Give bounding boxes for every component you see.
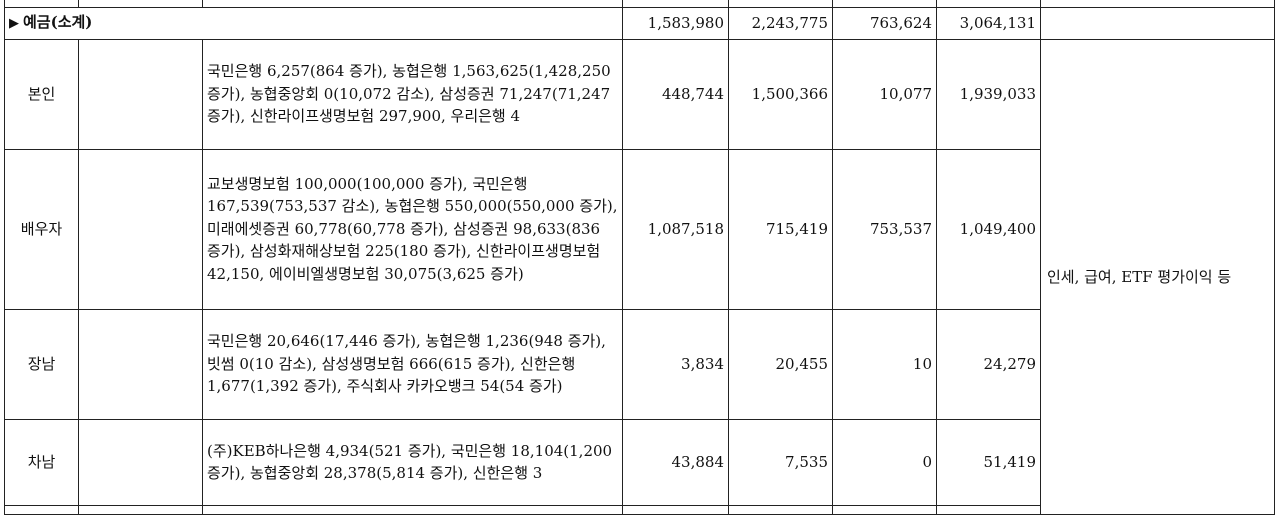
change-reason-cell: 인세, 급여, ETF 평가이익 등 (1040, 39, 1275, 515)
current-value-cell: 1,049,400 (936, 149, 1041, 310)
previous-value-cell: 3,834 (622, 309, 729, 420)
triangle-right-icon: ▶ (9, 16, 19, 32)
current-value-cell: 24,279 (936, 309, 1041, 420)
subtotal-current-value: 3,064,131 (936, 7, 1041, 40)
description-cell: 국민은행 20,646(17,446 증가), 농협은행 1,236(948 증… (202, 309, 623, 420)
description-cell: 국민은행 6,257(864 증가), 농협은행 1,563,625(1,428… (202, 39, 623, 150)
subtotal-label-cell: ▶ 예금(소계) (4, 7, 623, 40)
relation-cell: 장남 (4, 309, 79, 420)
decrease-value-cell: 0 (832, 419, 937, 506)
subtotal-previous-value: 1,583,980 (622, 7, 729, 40)
table-row: 배우자 교보생명보험 100,000(100,000 증가), 국민은행 167… (4, 149, 1275, 310)
subtotal-note-cell (1040, 7, 1275, 40)
subtotal-increase-value: 2,243,775 (728, 7, 833, 40)
increase-value-cell: 20,455 (728, 309, 833, 420)
deposit-subtotal-row: ▶ 예금(소계) 1,583,980 2,243,775 763,624 3,06… (4, 7, 1275, 40)
previous-value-cell: 448,744 (622, 39, 729, 150)
table-row: 본인 국민은행 6,257(864 증가), 농협은행 1,563,625(1,… (4, 39, 1275, 515)
relation-cell: 본인 (4, 39, 79, 150)
previous-value-cell: 1,087,518 (622, 149, 729, 310)
subtotal-decrease-value: 763,624 (832, 7, 937, 40)
type-cell (78, 149, 203, 310)
table-row: 차남 (주)KEB하나은행 4,934(521 증가), 국민은행 18,104… (4, 419, 1275, 506)
decrease-value-cell: 753,537 (832, 149, 937, 310)
subtotal-label: 예금(소계) (23, 13, 93, 32)
relation-cell: 차남 (4, 419, 79, 506)
decrease-value-cell: 10,077 (832, 39, 937, 150)
property-table: ▶ 예금(소계) 1,583,980 2,243,775 763,624 3,06… (4, 0, 1275, 515)
description-cell: (주)KEB하나은행 4,934(521 증가), 국민은행 18,104(1,… (202, 419, 623, 506)
table-row: 장남 국민은행 20,646(17,446 증가), 농협은행 1,236(94… (4, 309, 1275, 420)
type-cell (78, 419, 203, 506)
relation-cell: 배우자 (4, 149, 79, 310)
description-cell: 교보생명보험 100,000(100,000 증가), 국민은행 167,539… (202, 149, 623, 310)
table-top-stub-row (4, 0, 1275, 8)
increase-value-cell: 715,419 (728, 149, 833, 310)
type-cell (78, 39, 203, 150)
previous-value-cell: 43,884 (622, 419, 729, 506)
type-cell (78, 309, 203, 420)
decrease-value-cell: 10 (832, 309, 937, 420)
current-value-cell: 1,939,033 (936, 39, 1041, 150)
increase-value-cell: 1,500,366 (728, 39, 833, 150)
current-value-cell: 51,419 (936, 419, 1041, 506)
increase-value-cell: 7,535 (728, 419, 833, 506)
